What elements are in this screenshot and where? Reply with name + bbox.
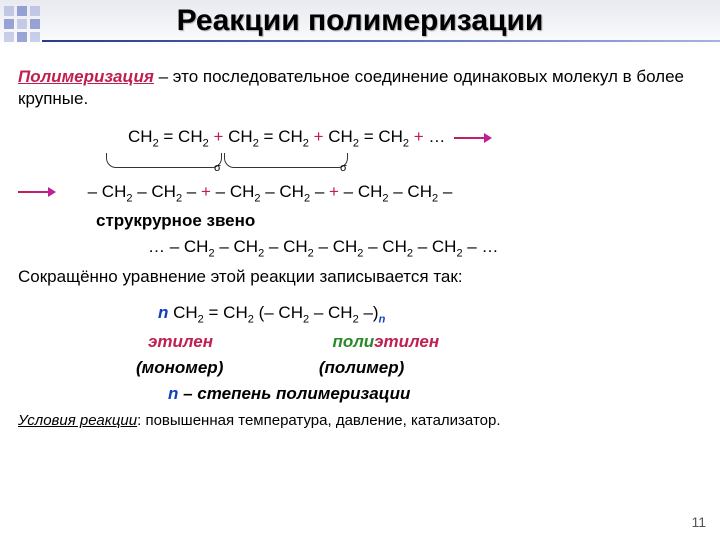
bracket-2 bbox=[224, 153, 348, 168]
bracket-row: σ σ bbox=[18, 151, 702, 177]
arrow-icon bbox=[18, 187, 58, 197]
sigma-1: σ bbox=[214, 161, 221, 175]
polymer-chain: … – CH2 – CH2 – CH2 – CH2 – CH2 – CH2 – … bbox=[148, 236, 702, 261]
ethylene-e: э bbox=[148, 332, 157, 351]
role-row: (мономер) (полимер) bbox=[136, 357, 702, 379]
short-equation: n CH2 = CH2 (– CH2 – CH2 –)n bbox=[158, 302, 702, 327]
page-title: Реакции полимеризации bbox=[0, 4, 720, 38]
definition-term: Полимеризация bbox=[18, 67, 154, 86]
bracket-1 bbox=[106, 153, 222, 168]
poly-prefix: поли bbox=[332, 332, 374, 351]
sigma-2: σ bbox=[340, 161, 347, 175]
degree-row: n – степень полимеризации bbox=[168, 383, 702, 405]
arrow-icon bbox=[454, 133, 494, 143]
page-number: 11 bbox=[691, 514, 706, 530]
n-coefficient: n bbox=[158, 303, 168, 322]
conditions-label: Условия реакции bbox=[18, 412, 137, 429]
content-area: Полимеризация – это последовательное сое… bbox=[18, 62, 702, 431]
polymer-label: (полимер) bbox=[319, 358, 404, 377]
names-row: этилен полиэтилен bbox=[148, 331, 702, 353]
chain-line: – CH2 – CH2 – + – CH2 – CH2 – + – CH2 – … bbox=[18, 181, 702, 206]
conditions: Условия реакции: повышенная температура,… bbox=[18, 411, 702, 431]
structural-unit-label: струкрурное звено bbox=[96, 210, 702, 232]
definition: Полимеризация – это последовательное сое… bbox=[18, 66, 702, 110]
monomer-line: CH2 = CH2 + CH2 = CH2 + CH2 = CH2 + … bbox=[128, 126, 702, 151]
short-equation-label: Сокращённо уравнение этой реакции записы… bbox=[18, 266, 702, 288]
monomer-label: (мономер) bbox=[136, 358, 223, 377]
